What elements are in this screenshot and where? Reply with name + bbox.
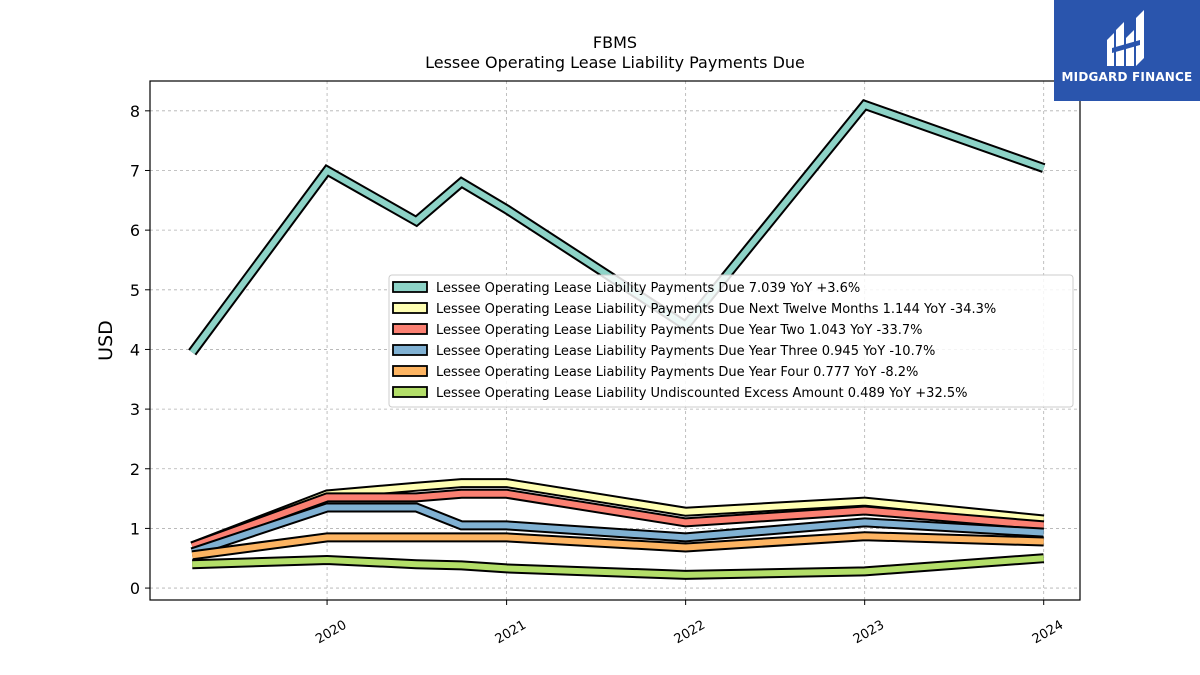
chart-subtitle: Lessee Operating Lease Liability Payment… [425, 53, 805, 72]
y-tick-label: 0 [130, 579, 140, 598]
y-tick-label: 6 [130, 221, 140, 240]
y-axis: 0 1 2 3 4 5 6 7 8 [130, 102, 150, 598]
legend-swatch [392, 344, 428, 356]
series-line [189, 101, 1045, 355]
x-tick-label: 2022 [672, 618, 708, 648]
legend-label: Lessee Operating Lease Liability Payment… [436, 323, 922, 338]
series-line [191, 504, 1044, 556]
x-axis: 2020 2021 2022 2023 2024 [313, 600, 1066, 647]
brand-name: MIDGARD FINANCE [1061, 70, 1193, 84]
legend-swatch [392, 323, 428, 335]
legend-label: Lessee Operating Lease Liability Payment… [436, 281, 860, 296]
legend-box [388, 274, 1074, 408]
x-tick-label: 2024 [1030, 618, 1066, 648]
legend-swatch [392, 386, 428, 398]
legend: Lessee Operating Lease Liability Payment… [388, 274, 1074, 408]
y-tick-label: 1 [130, 519, 140, 538]
y-tick-label: 7 [130, 161, 140, 180]
series-line [191, 490, 1044, 550]
y-tick-label: 2 [130, 460, 140, 479]
y-axis-label: USD [95, 320, 117, 361]
series-line [192, 555, 1044, 578]
midgard-logo-icon [1107, 10, 1144, 66]
legend-swatch [392, 281, 428, 293]
legend-swatch [392, 365, 428, 377]
chart-title: FBMS [593, 33, 637, 52]
series-line [191, 533, 1044, 559]
plot-frame [149, 80, 1081, 601]
legend-label: Lessee Operating Lease Liability Payment… [436, 365, 918, 380]
legend-swatch [392, 302, 428, 314]
legend-label: Lessee Operating Lease Liability Payment… [436, 302, 996, 317]
brand-logo: MIDGARD FINANCE [1054, 0, 1200, 101]
series-layer [188, 99, 1046, 580]
legend-label: Lessee Operating Lease Liability Undisco… [436, 386, 967, 401]
y-tick-label: 8 [130, 102, 140, 121]
x-tick-label: 2023 [851, 618, 887, 648]
x-tick-label: 2021 [493, 618, 529, 648]
legend-label: Lessee Operating Lease Liability Payment… [436, 344, 935, 359]
y-tick-label: 3 [130, 400, 140, 419]
y-tick-label: 5 [130, 281, 140, 300]
x-tick-label: 2020 [313, 618, 349, 648]
y-tick-label: 4 [130, 340, 140, 359]
